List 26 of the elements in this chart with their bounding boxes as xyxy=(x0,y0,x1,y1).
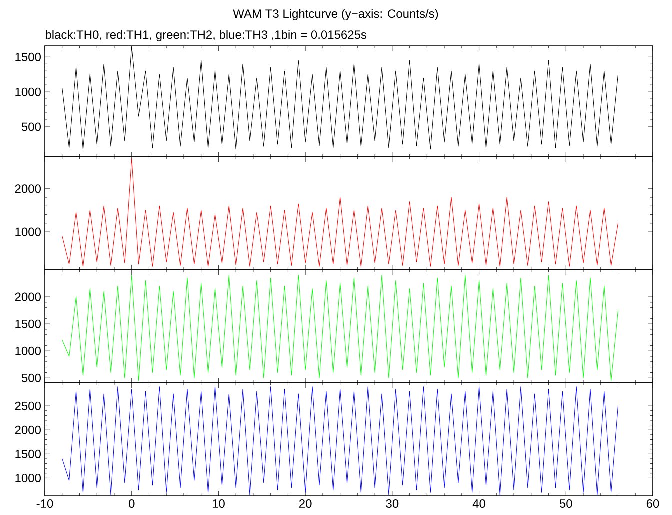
x-tick-label: 10 xyxy=(212,500,225,508)
x-tick-label: 40 xyxy=(472,500,486,508)
y-tick-label: 500 xyxy=(22,374,41,382)
y-tick-label: 1000 xyxy=(16,474,41,482)
y-tick-label: 2500 xyxy=(15,402,41,410)
y-tick-label: 1500 xyxy=(16,320,41,328)
chart-title: WAM T3 Lightcurve (y−axis: Counts/s) xyxy=(233,9,438,20)
line-series xyxy=(62,275,619,382)
chart-subtitle: black:TH0, red:TH1, green:TH2, blue:TH3 ,1bin = 0.015625s xyxy=(46,30,367,42)
y-tick-label: 1000 xyxy=(16,346,41,356)
y-tick-label: 500 xyxy=(22,122,41,132)
y-tick-label: 2000 xyxy=(15,426,41,434)
line-series xyxy=(62,158,619,267)
x-tick-label: 50 xyxy=(560,500,572,508)
y-tick-label: 1500 xyxy=(16,450,41,458)
x-tick-label: 30 xyxy=(386,500,399,508)
x-tick-label: 20 xyxy=(299,500,312,508)
y-tick-label: 2000 xyxy=(15,184,41,194)
y-tick-label: 1000 xyxy=(16,228,41,236)
x-tick-label: -10 xyxy=(36,500,54,508)
y-tick-label: 1000 xyxy=(16,88,41,96)
y-tick-label: 1500 xyxy=(16,52,41,62)
y-tick-label: 2000 xyxy=(15,292,41,302)
line-series xyxy=(62,386,619,496)
x-tick-label: 0 xyxy=(128,500,135,508)
x-tick-label: 60 xyxy=(646,500,660,508)
